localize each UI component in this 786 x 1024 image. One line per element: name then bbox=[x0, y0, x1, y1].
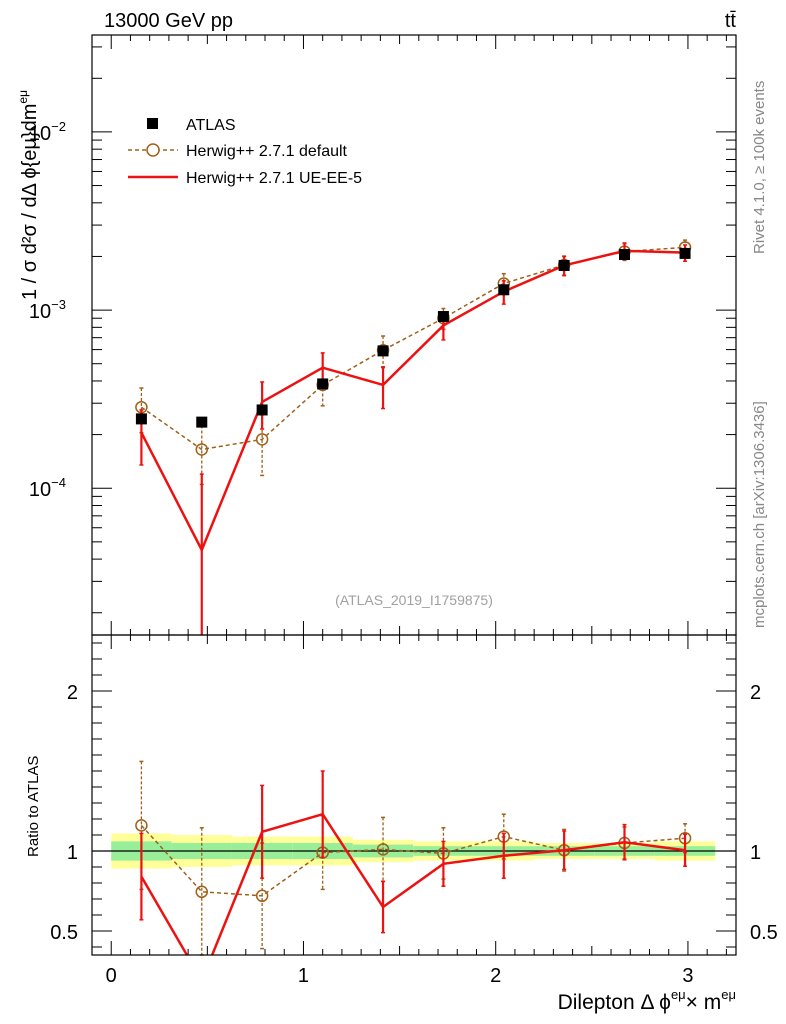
x-tick-label-3: 3 bbox=[682, 965, 693, 987]
watermark: (ATLAS_2019_I1759875) bbox=[335, 592, 493, 608]
marker-main-1-1 bbox=[195, 443, 209, 456]
main-y-tick-label-1: 10−3 bbox=[29, 297, 66, 323]
main-y-tick-label-2: 10−4 bbox=[29, 475, 66, 501]
marker-ratio-1-0 bbox=[135, 819, 148, 832]
x-tick-label-1: 1 bbox=[298, 965, 309, 987]
atlas-point-6 bbox=[498, 284, 510, 296]
x-label-text: Dilepton Δ ϕ bbox=[558, 991, 671, 1014]
axis-ticks bbox=[92, 35, 736, 955]
marker-ratio-1-4 bbox=[376, 843, 390, 856]
atlas-point-7 bbox=[558, 259, 570, 271]
atlas-point-5 bbox=[437, 311, 449, 323]
ratio-y-label: Ratio to ATLAS bbox=[25, 756, 42, 857]
marker-main-1-2 bbox=[255, 433, 269, 446]
side-text-top: Rivet 4.1.0, ≥ 100k events bbox=[751, 81, 768, 254]
legend-label-atlas: ATLAS bbox=[186, 117, 236, 134]
series-line-main-1 bbox=[140, 246, 686, 451]
x-label-mid: × m bbox=[686, 991, 722, 1014]
data-marks bbox=[135, 239, 692, 956]
ratio-y-tick-label-right-0: 2 bbox=[750, 682, 761, 704]
main-y-label: 1 / σ d²σ / dΔ ϕ{eμ}dmeμ bbox=[16, 90, 41, 300]
atlas-point-0 bbox=[135, 413, 147, 425]
atlas-point-3 bbox=[317, 378, 329, 390]
ratio-y-tick-label-left-0: 2 bbox=[67, 682, 78, 704]
x-axis-label: Dilepton Δ ϕeμ× meμ bbox=[558, 987, 736, 1014]
marker-ratio-1-1 bbox=[195, 885, 209, 899]
series-line-ratio-2 bbox=[140, 812, 686, 955]
x-label-sup1: eμ bbox=[671, 987, 686, 1002]
tick-labels: 0 1 2 3 10−2 10−3 10−4 2 2 1 1 0.5 0.5 bbox=[29, 119, 778, 987]
series-line-main-2 bbox=[140, 249, 686, 553]
x-tick-label-2: 2 bbox=[490, 965, 501, 987]
side-text-bottom: mcplots.cern.ch [arXiv:1306.3436] bbox=[751, 401, 768, 628]
ratio-frame bbox=[91, 634, 737, 956]
ratio-y-tick-label-left-1: 1 bbox=[67, 842, 78, 864]
legend: ATLAS Herwig++ 2.7.1 default Herwig++ 2.… bbox=[128, 117, 362, 187]
main-y-tick-label-0: 10−2 bbox=[29, 119, 66, 145]
marker-ratio-1-2 bbox=[255, 889, 269, 903]
legend-label-default: Herwig++ 2.7.1 default bbox=[186, 143, 348, 160]
legend-marker-default bbox=[146, 143, 160, 157]
atlas-point-9 bbox=[679, 247, 691, 259]
atlas-point-2 bbox=[256, 404, 268, 416]
ratio-y-tick-label-right-2: 0.5 bbox=[750, 922, 778, 944]
ratio-y-tick-label-left-2: 0.5 bbox=[50, 922, 78, 944]
ratio-y-tick-label-right-1: 1 bbox=[750, 842, 761, 864]
header-left: 13000 GeV pp bbox=[104, 10, 233, 32]
atlas-point-4 bbox=[377, 345, 389, 357]
main-y-label-text: 1 / σ d²σ / dΔ ϕ{eμ}dm bbox=[19, 104, 41, 300]
x-tick-label-0: 0 bbox=[106, 965, 117, 987]
legend-marker-atlas bbox=[147, 118, 158, 129]
atlas-point-1 bbox=[196, 416, 208, 428]
legend-label-ueee5: Herwig++ 2.7.1 UE-EE-5 bbox=[186, 170, 362, 187]
x-label-sup2: eμ bbox=[721, 987, 736, 1002]
atlas-point-8 bbox=[619, 249, 631, 261]
main-y-label-sup: eμ bbox=[16, 90, 30, 104]
header-right: tt̄ bbox=[725, 10, 737, 32]
